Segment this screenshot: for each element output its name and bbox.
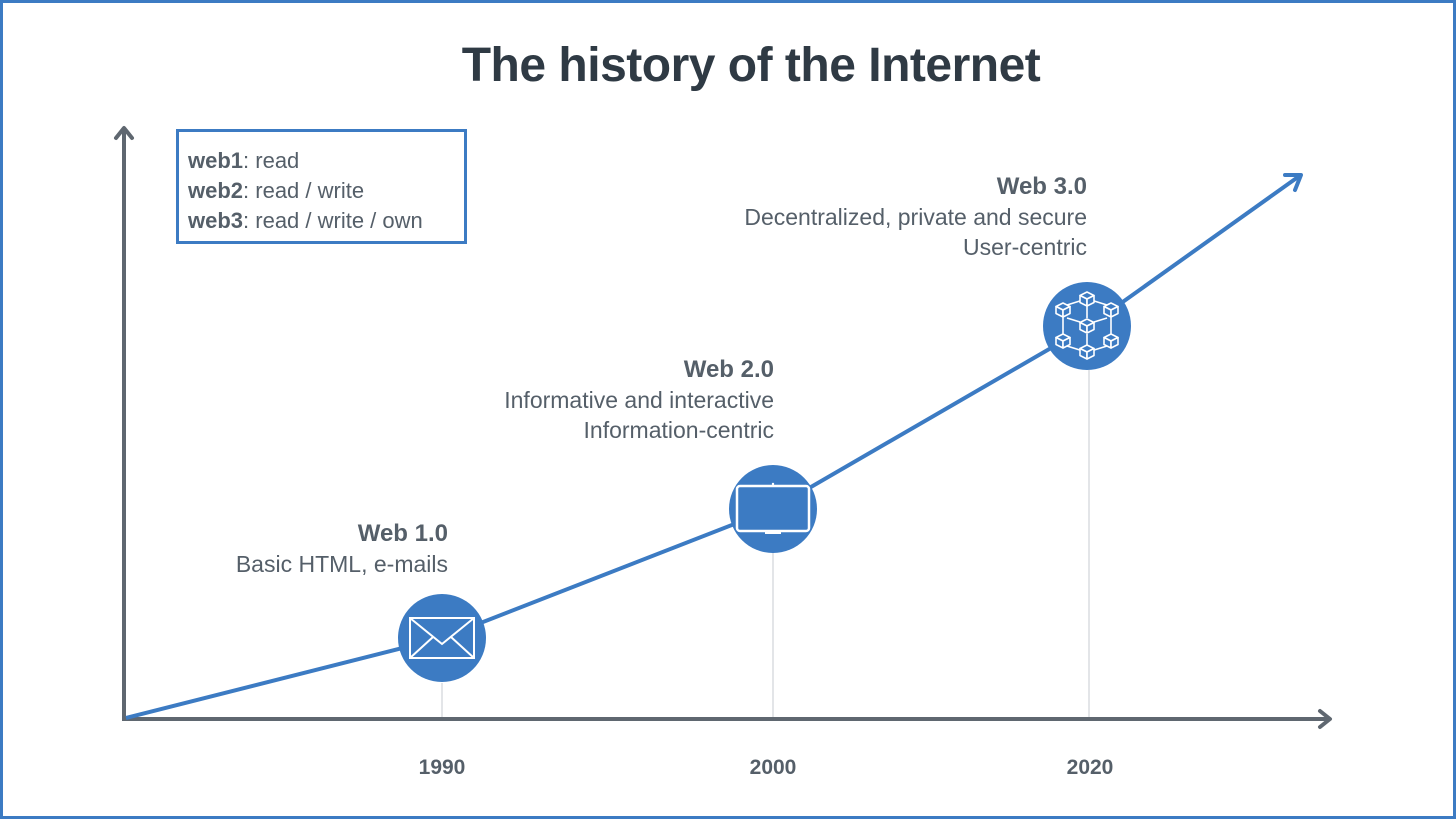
- era-web3: Web 3.0 Decentralized, private and secur…: [744, 172, 1087, 262]
- era-web2: Web 2.0 Informative and interactive Info…: [504, 355, 774, 445]
- year-2020: 2020: [1066, 756, 1114, 779]
- growth-arrowhead: [1283, 173, 1303, 192]
- era-web2-line2: Information-centric: [583, 417, 774, 443]
- y-axis-arrowhead: [114, 126, 134, 140]
- year-2000: 2000: [749, 756, 797, 779]
- era-web3-line2: User-centric: [963, 234, 1087, 260]
- x-axis-arrowhead: [1318, 709, 1332, 729]
- cube-face: [1110, 336, 1119, 349]
- era-web3-title: Web 3.0: [996, 173, 1087, 200]
- legend-row-web1: web1: read: [188, 148, 300, 173]
- cube-face: [1110, 305, 1119, 318]
- era-web1: Web 1.0 Basic HTML, e-mails: [236, 519, 448, 579]
- page-title: The history of the Internet: [461, 39, 1041, 92]
- legend-row-web2: web2: read / write: [188, 178, 365, 203]
- cube-face: [1086, 347, 1095, 360]
- era-web1-line1: Basic HTML, e-mails: [235, 551, 448, 577]
- legend-row-web3: web3: read / write / own: [188, 208, 423, 233]
- growth-line: [125, 175, 1300, 720]
- envelope-icon: [398, 594, 486, 682]
- era-web1-title: Web 1.0: [357, 520, 448, 547]
- cube-face: [1086, 294, 1095, 307]
- cube-face: [1086, 321, 1095, 334]
- cube-face: [1062, 305, 1071, 318]
- monitor-icon: [729, 465, 817, 553]
- cube-face: [1062, 336, 1071, 349]
- era-web3-line1: Decentralized, private and secure: [744, 204, 1087, 230]
- blockchain-icon: [1043, 282, 1131, 370]
- era-web2-line1: Informative and interactive: [504, 387, 774, 413]
- legend-box: web1: read web2: read / write web3: read…: [176, 129, 467, 244]
- year-1990: 1990: [418, 756, 466, 779]
- era-web2-title: Web 2.0: [683, 356, 774, 383]
